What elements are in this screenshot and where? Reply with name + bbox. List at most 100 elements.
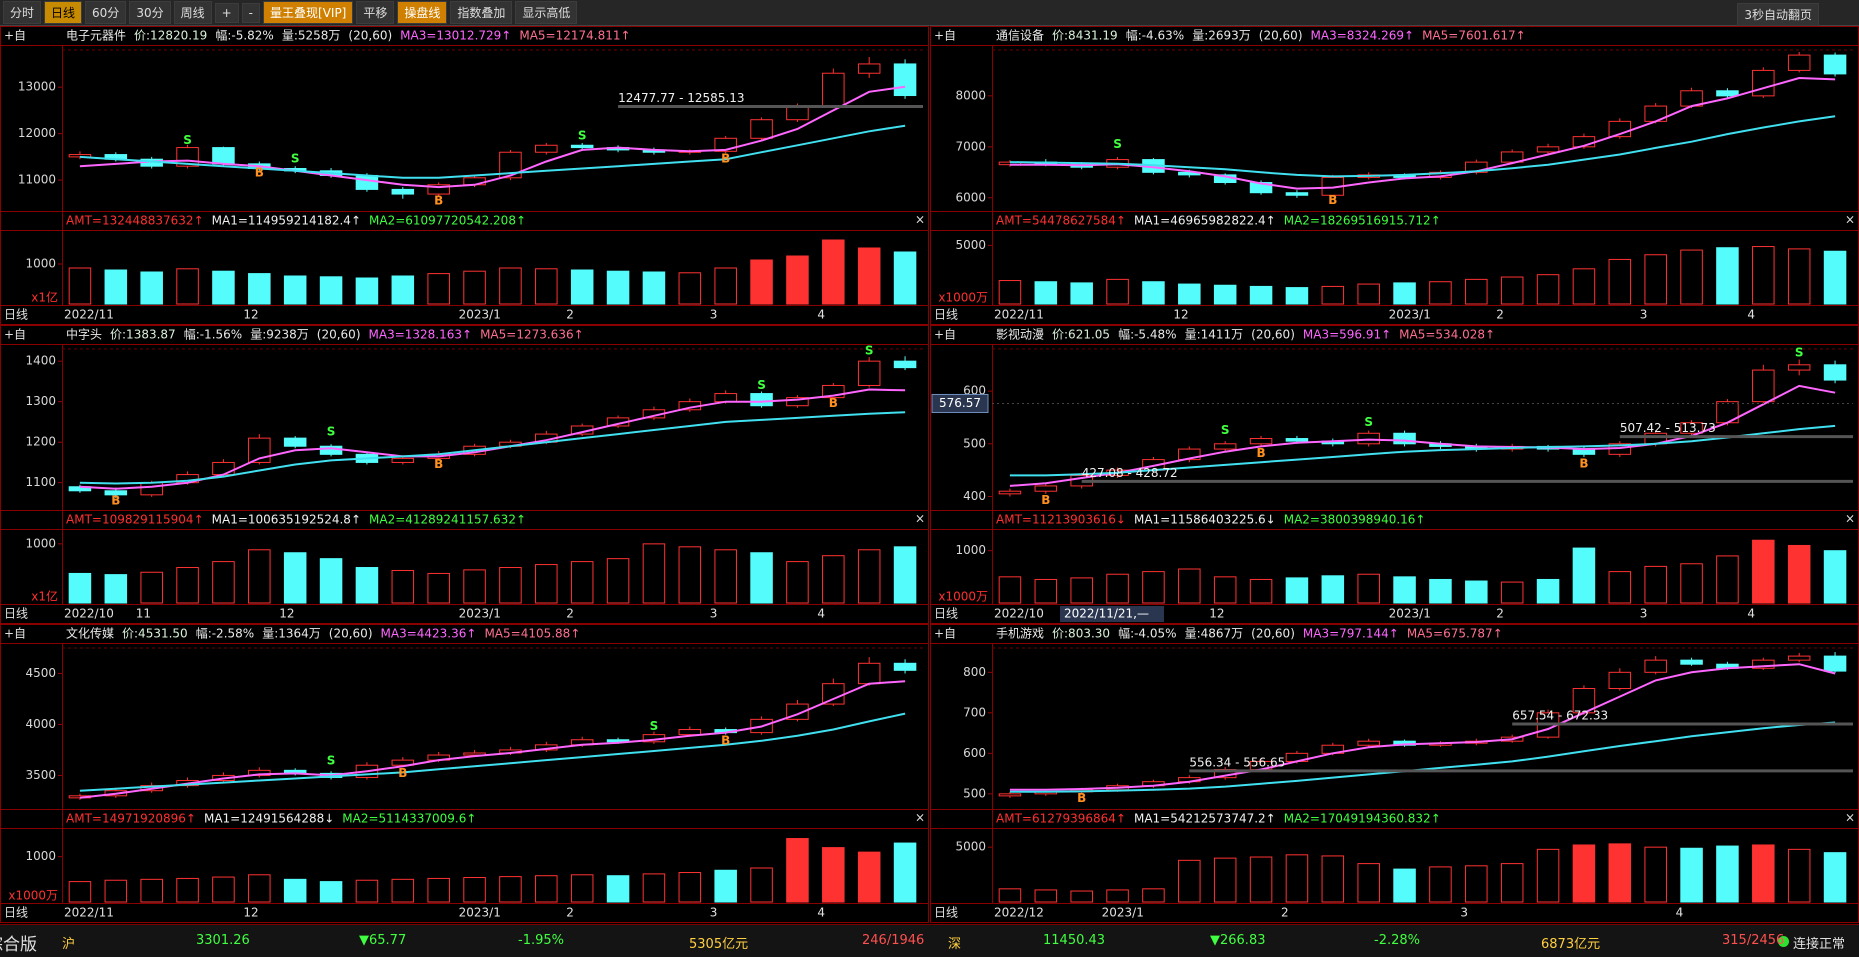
- candle-body: [1357, 740, 1380, 746]
- y-tick-label: 500: [963, 436, 986, 450]
- x-tick-label: 2023/1: [459, 607, 501, 621]
- toolbar-button[interactable]: 平移: [356, 1, 395, 24]
- volume-bar: [104, 879, 128, 903]
- volume-bar: [248, 273, 271, 305]
- toolbar-button[interactable]: -: [241, 2, 261, 23]
- candle-body: [248, 769, 271, 776]
- volume-bar: [1249, 856, 1273, 903]
- period-label: 日线: [4, 607, 28, 621]
- period-label: 日线: [934, 308, 958, 322]
- y-tick-label: 700: [963, 705, 986, 719]
- x-tick-label: 4: [817, 308, 825, 322]
- toolbar-button[interactable]: 日线: [44, 1, 83, 24]
- volume-bar: [1213, 284, 1237, 305]
- volume-bar: [1536, 848, 1560, 903]
- volume-bar: [355, 277, 379, 305]
- volume-bar: [283, 878, 307, 903]
- signal-marker: B: [1328, 193, 1337, 207]
- candle-body: [857, 662, 881, 685]
- vol-unit: x1000万: [938, 291, 988, 305]
- close-button: ×: [915, 512, 925, 526]
- y-tick-label: 7000: [955, 139, 986, 153]
- volume-bar: [714, 267, 737, 305]
- signal-marker: S: [327, 425, 336, 439]
- header-label: MA5=534.028↑: [1399, 328, 1495, 342]
- x-tick-label: 3: [1640, 607, 1648, 621]
- volume-bar: [1249, 578, 1273, 604]
- volume-bar: [893, 546, 917, 604]
- candle-body: [1249, 438, 1273, 445]
- header-label: AMT=61279396864↑: [996, 812, 1126, 826]
- header-label: 中字头: [66, 327, 102, 342]
- volume-bar: [535, 268, 558, 305]
- header-label: 幅:-2.58%: [196, 626, 255, 641]
- y-tick-label: 600: [963, 746, 986, 760]
- volume-bar: [1752, 844, 1775, 903]
- volume-bar: [1393, 868, 1416, 903]
- range-annotation: 12477.77 - 12585.13: [618, 91, 744, 105]
- vol-unit: x1亿: [31, 290, 58, 305]
- volume-bar: [355, 879, 379, 903]
- candle-body: [1752, 369, 1775, 403]
- candle-body: [822, 683, 845, 705]
- volume-bar: [1249, 285, 1273, 305]
- candle-body: [427, 184, 450, 195]
- period-label: 日线: [4, 308, 28, 322]
- x-tick-label: 4: [817, 607, 825, 621]
- toolbar-button[interactable]: +: [214, 2, 239, 23]
- volume-bar: [104, 269, 128, 305]
- header-label: 电子元器件: [66, 29, 126, 43]
- corner-button: +自: [4, 29, 26, 43]
- volume-bar: [1213, 857, 1237, 903]
- x-tick-label: 4: [1747, 607, 1755, 621]
- x-tick-label: 3: [1460, 906, 1468, 920]
- signal-marker: S: [1221, 423, 1230, 437]
- vol-unit: x1000万: [8, 889, 58, 903]
- candle-body: [1213, 443, 1237, 450]
- status-item: -2.28%: [1374, 933, 1420, 948]
- toolbar-button[interactable]: 分时: [3, 1, 42, 24]
- header-label: MA1=54212573747.2↑: [1134, 812, 1276, 826]
- volume-bar: [248, 549, 271, 604]
- toolbar-button[interactable]: 量王叠现[VIP]: [263, 1, 354, 24]
- y-tick-label: 12000: [18, 126, 56, 140]
- status-item: 沪: [62, 937, 76, 952]
- auto-page-button[interactable]: 3秒自动翻页: [1737, 3, 1819, 26]
- volume-bar: [1608, 843, 1632, 903]
- volume-bar: [319, 276, 343, 305]
- x-tick-label: 2023/1: [459, 906, 501, 920]
- volume-bar: [606, 875, 630, 903]
- volume-bar: [427, 877, 450, 903]
- header-label: 量:5258万: [282, 29, 341, 43]
- y-tick-label: 500: [963, 786, 986, 800]
- volume-bar: [606, 558, 630, 604]
- toolbar-button[interactable]: 30分: [129, 1, 171, 24]
- x-tick-label: 2022/11: [64, 906, 114, 920]
- x-tick-label: 2: [1496, 607, 1504, 621]
- candle-body: [1034, 485, 1058, 492]
- signal-marker: S: [1364, 415, 1373, 429]
- candle-body: [893, 63, 917, 97]
- candle-body: [1465, 161, 1488, 173]
- volume-bar: [714, 549, 737, 604]
- candle-body: [893, 360, 917, 369]
- toolbar-button[interactable]: 指数叠加: [450, 1, 513, 24]
- x-tick-label: 12: [243, 308, 258, 322]
- toolbar-button[interactable]: 显示高低: [515, 1, 578, 24]
- toolbar-button[interactable]: 周线: [173, 1, 212, 24]
- candle-body: [1823, 655, 1847, 672]
- toolbar-button[interactable]: 操盘线: [397, 1, 448, 24]
- panel-frame: [0, 624, 929, 923]
- volume-bar: [283, 552, 307, 604]
- volume-bar: [1787, 544, 1811, 604]
- volume-bar: [1357, 573, 1380, 604]
- volume-bar: [176, 268, 199, 305]
- y-tick-label: 1200: [25, 435, 56, 449]
- signal-marker: B: [1041, 493, 1050, 507]
- toolbar-button[interactable]: 60分: [85, 1, 127, 24]
- signal-marker: B: [829, 396, 838, 410]
- candle-body: [606, 739, 630, 743]
- volume-bar: [786, 561, 809, 604]
- volume-bar: [104, 574, 128, 604]
- volume-bar: [714, 869, 737, 903]
